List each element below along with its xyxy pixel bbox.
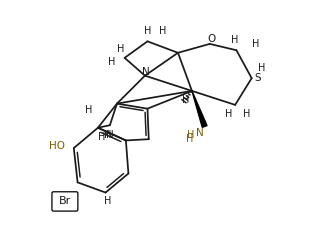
- Text: H: H: [117, 44, 125, 54]
- Text: Br: Br: [59, 196, 71, 206]
- Text: O: O: [207, 34, 215, 44]
- Text: N: N: [142, 67, 150, 77]
- Text: H: H: [98, 132, 105, 142]
- Text: H: H: [144, 26, 151, 36]
- Polygon shape: [192, 91, 207, 127]
- Text: H: H: [104, 130, 111, 140]
- Text: H: H: [159, 26, 166, 36]
- Text: H: H: [252, 39, 259, 49]
- Text: H: H: [225, 109, 233, 119]
- Text: H: H: [243, 109, 250, 119]
- Text: H: H: [232, 35, 239, 45]
- Text: H: H: [108, 57, 115, 67]
- Text: N: N: [106, 130, 114, 140]
- Text: H: H: [104, 196, 112, 206]
- Text: H: H: [187, 130, 195, 140]
- Text: H: H: [182, 95, 189, 105]
- Text: H: H: [85, 105, 93, 115]
- Text: H: H: [186, 134, 193, 144]
- Text: HO: HO: [49, 141, 65, 151]
- FancyBboxPatch shape: [52, 192, 78, 211]
- Text: S: S: [254, 73, 260, 83]
- Text: N: N: [196, 128, 203, 138]
- Text: H: H: [258, 63, 266, 73]
